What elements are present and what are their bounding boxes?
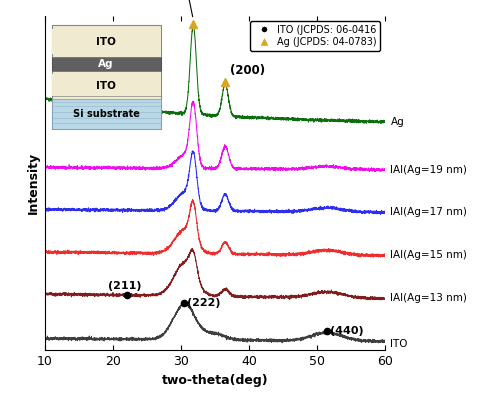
X-axis label: two-theta(deg): two-theta(deg) [162,374,268,386]
Legend: ITO (JCPDS: 06-0416, Ag (JCPDS: 04-0783): ITO (JCPDS: 06-0416, Ag (JCPDS: 04-0783) [250,21,380,51]
Y-axis label: Intensity: Intensity [26,152,40,214]
Text: (211): (211) [108,281,142,291]
Text: IAI(Ag=13 nm): IAI(Ag=13 nm) [390,293,468,303]
Text: IAI(Ag=15 nm): IAI(Ag=15 nm) [390,250,468,260]
Text: (222): (222) [187,298,220,308]
Text: (111): (111) [169,0,204,17]
Text: IAI(Ag=19 nm): IAI(Ag=19 nm) [390,165,468,175]
Text: IAI(Ag=17 nm): IAI(Ag=17 nm) [390,207,468,217]
Text: (440): (440) [330,326,364,336]
Text: ITO: ITO [390,339,408,349]
Text: (200): (200) [230,64,265,77]
Text: Ag: Ag [390,117,404,127]
